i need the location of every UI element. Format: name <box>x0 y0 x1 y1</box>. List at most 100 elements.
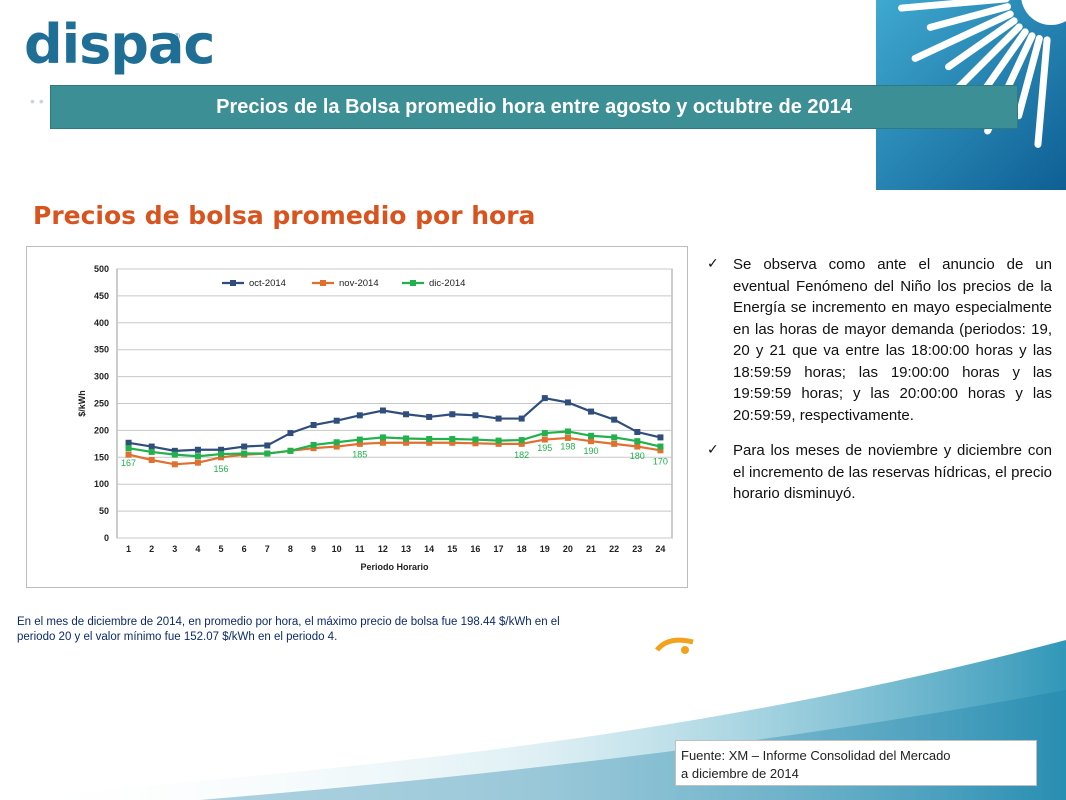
x-tick-label: 24 <box>655 544 665 554</box>
data-point <box>310 441 317 448</box>
y-tick-label: 50 <box>99 506 109 516</box>
x-tick-label: 9 <box>311 544 316 554</box>
note-item: ✓ Se observa como ante el anuncio de un … <box>707 254 1052 426</box>
y-tick-label: 400 <box>94 318 109 328</box>
sun-ray <box>945 17 1018 71</box>
data-point <box>541 395 548 402</box>
x-tick-label: 20 <box>563 544 573 554</box>
data-point <box>541 436 548 443</box>
note-text: Se observa como ante el anuncio de un ev… <box>733 256 1052 424</box>
report-title: Precios de bolsa promedio por hora <box>33 201 536 230</box>
data-point <box>403 435 410 442</box>
dispac-logo: dispac ® <box>24 10 215 90</box>
data-label: 190 <box>584 446 599 456</box>
legend-marker <box>230 280 236 286</box>
series-line <box>128 436 661 466</box>
data-point <box>241 443 248 450</box>
data-label: 156 <box>214 464 229 474</box>
data-point <box>194 453 201 460</box>
x-tick-label: 2 <box>149 544 154 554</box>
decorative-dots: •• <box>30 93 48 109</box>
data-point <box>611 434 618 441</box>
note-item: ✓ Para los meses de noviembre y diciembr… <box>707 440 1052 505</box>
data-point <box>379 434 386 441</box>
x-tick-label: 3 <box>172 544 177 554</box>
caption-line-1: En el mes de diciembre de 2014, en prome… <box>17 616 560 628</box>
x-tick-label: 21 <box>586 544 596 554</box>
data-point <box>657 447 664 454</box>
data-point <box>403 439 410 446</box>
data-point <box>356 412 363 419</box>
data-point <box>495 437 502 444</box>
y-tick-label: 100 <box>94 479 109 489</box>
x-tick-label: 15 <box>447 544 457 554</box>
notes-list: ✓ Se observa como ante el anuncio de un … <box>707 254 1052 519</box>
data-point <box>588 432 595 439</box>
data-point <box>264 442 271 449</box>
series-line <box>128 430 661 458</box>
data-point <box>495 415 502 422</box>
x-axis-label: Periodo Horario <box>360 562 429 572</box>
data-point <box>472 412 479 419</box>
checkmark-icon: ✓ <box>707 442 719 458</box>
data-point <box>449 439 456 446</box>
data-point <box>403 411 410 418</box>
data-point <box>333 439 340 446</box>
note-text: Para los meses de noviembre y diciembre … <box>733 442 1052 502</box>
data-point <box>356 440 363 447</box>
source-line-2: a diciembre de 2014 <box>681 766 799 781</box>
data-label: 195 <box>537 443 552 453</box>
data-point <box>541 430 548 437</box>
data-point <box>634 429 641 436</box>
data-point <box>264 450 271 457</box>
report-caption: En el mes de diciembre de 2014, en prome… <box>17 615 627 645</box>
logo-trademark: ® <box>174 32 180 41</box>
x-tick-label: 23 <box>632 544 642 554</box>
data-point <box>634 443 641 450</box>
data-point <box>287 447 294 454</box>
x-tick-label: 1 <box>126 544 131 554</box>
data-point <box>634 438 641 445</box>
data-label: 182 <box>514 450 529 460</box>
y-tick-label: 350 <box>94 345 109 355</box>
data-point <box>472 440 479 447</box>
x-tick-label: 10 <box>332 544 342 554</box>
data-point <box>356 436 363 443</box>
sun-ray <box>926 3 1012 31</box>
x-tick-label: 18 <box>517 544 527 554</box>
legend-marker <box>320 280 326 286</box>
data-point <box>310 422 317 429</box>
sun-ray <box>911 10 1014 62</box>
x-tick-label: 17 <box>494 544 504 554</box>
data-point <box>333 417 340 424</box>
data-point <box>171 447 178 454</box>
data-point <box>287 430 294 437</box>
data-label: 185 <box>352 450 367 460</box>
data-point <box>426 439 433 446</box>
data-label: 170 <box>653 457 668 467</box>
data-point <box>588 438 595 445</box>
data-point <box>518 437 525 444</box>
data-point <box>218 454 225 461</box>
data-point <box>472 436 479 443</box>
y-tick-label: 250 <box>94 399 109 409</box>
sun-ray <box>1015 34 1043 120</box>
x-tick-label: 14 <box>424 544 434 554</box>
x-tick-label: 13 <box>401 544 411 554</box>
y-axis-label: $/kWh <box>77 390 87 417</box>
data-point <box>310 445 317 452</box>
y-tick-label: 500 <box>94 264 109 274</box>
data-point <box>518 440 525 447</box>
data-point <box>241 450 248 457</box>
data-point <box>657 434 664 441</box>
caption-line-2: periodo 20 y el valor mínimo fue 152.07 … <box>17 631 338 643</box>
x-tick-label: 11 <box>355 544 365 554</box>
legend-label: dic-2014 <box>429 278 465 289</box>
y-tick-label: 200 <box>94 425 109 435</box>
page-title: Precios de la Bolsa promedio hora entre … <box>216 95 852 118</box>
data-point <box>588 408 595 415</box>
source-box: Fuente: XM – Informe Consolidad del Merc… <box>675 740 1037 786</box>
x-tick-label: 7 <box>265 544 270 554</box>
data-point <box>218 446 225 453</box>
